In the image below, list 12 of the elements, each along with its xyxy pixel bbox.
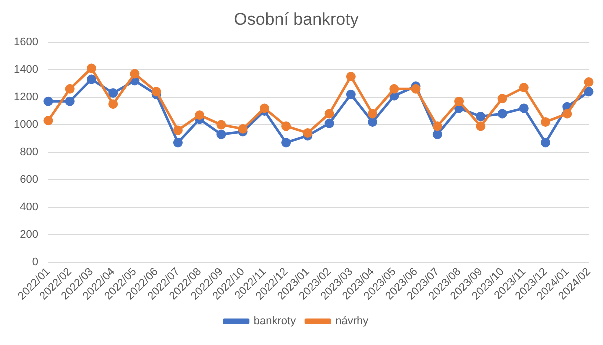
- chart-title: Osobní bankroty: [234, 10, 360, 29]
- y-tick-label: 1400: [14, 64, 38, 76]
- legend-label: návrhy: [336, 316, 370, 328]
- y-tick-label: 1000: [14, 118, 38, 131]
- y-tick-label: 600: [20, 174, 38, 186]
- y-tick-label: 200: [20, 229, 38, 242]
- y-tick-label: 1200: [14, 91, 38, 104]
- y-tick-label: 0: [32, 256, 38, 269]
- legend-label: bankroty: [254, 316, 297, 328]
- y-tick-label: 1600: [14, 36, 38, 48]
- y-tick-label: 800: [20, 146, 38, 159]
- y-tick-label: 400: [20, 202, 38, 214]
